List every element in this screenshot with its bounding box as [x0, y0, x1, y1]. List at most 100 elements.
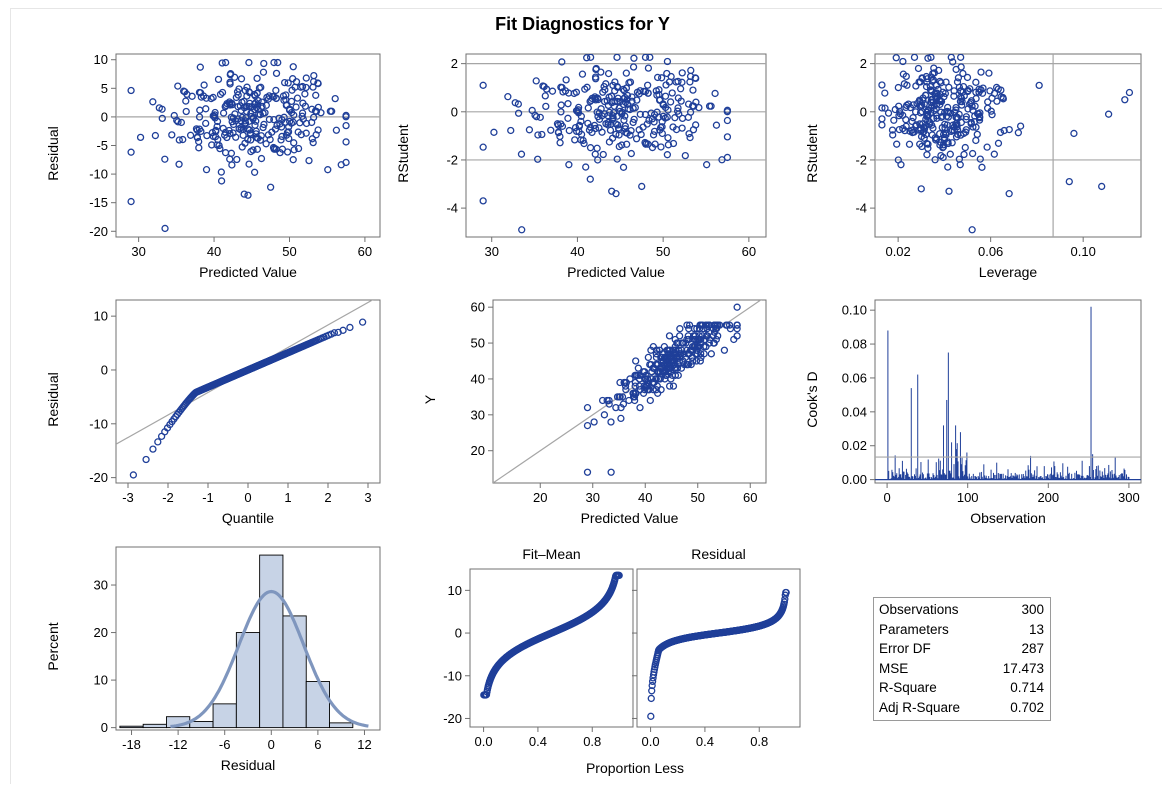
- x-tick-label: 40: [638, 490, 652, 505]
- data-point: [630, 393, 638, 401]
- plot-area-border: [492, 299, 767, 484]
- data-point: [972, 78, 980, 86]
- data-point: [994, 139, 1003, 147]
- y-axis-label: Residual: [45, 372, 61, 426]
- y-tick-label: 40: [471, 371, 485, 386]
- data-point: [685, 130, 693, 138]
- data-point: [663, 69, 671, 78]
- data-point: [564, 100, 572, 108]
- data-point: [507, 126, 515, 135]
- data-point: [653, 108, 661, 116]
- x-axis-label: Predicted Value: [567, 264, 665, 280]
- data-point: [682, 339, 690, 347]
- data-point: [182, 97, 190, 105]
- data-point: [208, 141, 216, 149]
- data-point: [586, 54, 595, 61]
- plot-area-border: [874, 299, 1142, 484]
- data-point: [309, 77, 318, 86]
- plot-area-border: [636, 568, 801, 728]
- data-point: [725, 321, 734, 329]
- data-point: [288, 86, 296, 94]
- data-point: [923, 75, 932, 83]
- data-point: [683, 321, 691, 329]
- data-point: [653, 382, 661, 390]
- data-point: [490, 128, 498, 136]
- data-point: [274, 58, 282, 67]
- data-point: [781, 595, 789, 603]
- data-point: [712, 121, 721, 129]
- data-point: [931, 156, 939, 164]
- data-point: [902, 116, 910, 124]
- data-point: [979, 84, 987, 92]
- data-point: [958, 98, 966, 106]
- data-point: [532, 113, 541, 121]
- data-point: [583, 83, 591, 91]
- data-point: [645, 386, 653, 394]
- data-point: [924, 112, 932, 120]
- data-point: [284, 79, 292, 87]
- data-point: [688, 353, 697, 362]
- data-point: [650, 118, 658, 126]
- data-point: [591, 93, 599, 101]
- x-tick-label: -12: [169, 737, 188, 752]
- data-point: [217, 177, 226, 185]
- data-point: [993, 97, 1001, 105]
- data-point: [182, 107, 190, 116]
- data-point: [675, 332, 684, 340]
- data-point: [930, 64, 938, 72]
- data-point: [305, 156, 313, 165]
- stats-label: MSE: [879, 660, 909, 676]
- data-point: [957, 63, 965, 71]
- data-point: [547, 126, 555, 134]
- data-point: [655, 368, 663, 376]
- histogram-bar: [142, 723, 167, 729]
- y-tick-label: 10: [94, 673, 108, 688]
- data-point: [627, 149, 635, 158]
- data-point: [504, 93, 512, 101]
- page-title: Fit Diagnostics for Y: [495, 14, 670, 34]
- data-point: [254, 101, 262, 109]
- data-point: [683, 346, 691, 354]
- data-point: [217, 168, 225, 176]
- data-point: [277, 123, 286, 131]
- data-point: [648, 687, 656, 695]
- data-point: [933, 93, 941, 101]
- data-point: [174, 82, 182, 90]
- data-point: [534, 131, 542, 139]
- data-point: [678, 114, 687, 123]
- data-point: [617, 414, 625, 423]
- data-point: [621, 93, 629, 102]
- data-point: [237, 75, 246, 83]
- data-point: [692, 121, 700, 129]
- data-point: [290, 146, 298, 154]
- x-tick-label: 0: [244, 490, 251, 505]
- data-point: [226, 80, 234, 88]
- stats-value: 300: [1021, 602, 1044, 617]
- data-point: [657, 143, 665, 151]
- data-point: [878, 104, 886, 112]
- data-point: [595, 124, 603, 132]
- data-point: [938, 123, 946, 132]
- y-axis-label: Percent: [45, 622, 61, 670]
- data-point: [915, 96, 924, 104]
- x-tick-label: 100: [957, 490, 979, 505]
- data-point: [284, 128, 293, 136]
- plot-content: [116, 58, 380, 233]
- y-tick-label: 0: [101, 720, 108, 735]
- data-point: [895, 125, 904, 134]
- data-point: [962, 113, 970, 121]
- x-tick-label: 1: [284, 490, 291, 505]
- data-point: [878, 121, 886, 129]
- plot-content: [493, 300, 762, 483]
- data-point: [241, 117, 249, 125]
- data-point: [250, 168, 259, 176]
- data-point: [605, 400, 613, 408]
- data-point: [904, 100, 913, 108]
- data-point: [941, 124, 949, 132]
- data-point: [733, 303, 741, 311]
- data-point: [949, 58, 957, 66]
- data-point: [229, 120, 238, 129]
- data-point: [586, 175, 594, 183]
- data-point: [992, 83, 1001, 92]
